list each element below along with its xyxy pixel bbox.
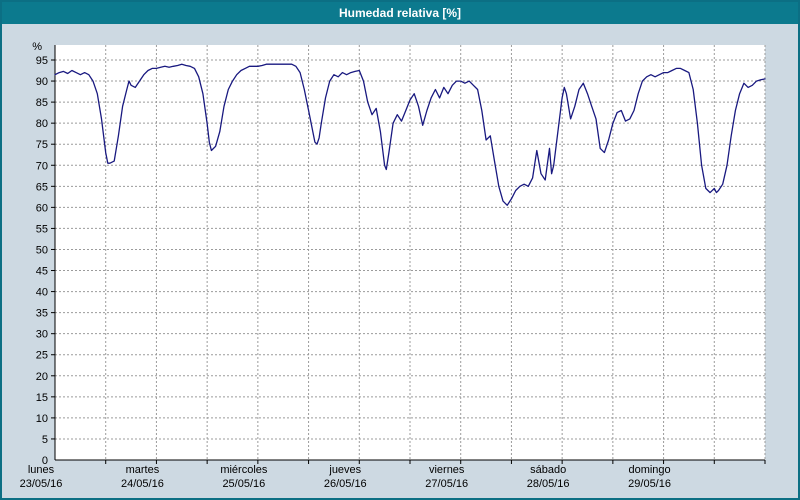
origin-label: 0 xyxy=(42,455,48,467)
y-tick-label: 10 xyxy=(36,413,48,425)
humidity-series-line xyxy=(54,63,766,206)
y-tick-label: 75 xyxy=(36,139,48,151)
chart-titlebar: Humedad relativa [%] xyxy=(2,2,798,24)
y-tick-label: 40 xyxy=(36,287,48,299)
x-day-label: viernes xyxy=(429,464,465,476)
y-tick-label: 30 xyxy=(36,329,48,341)
y-tick-label: 70 xyxy=(36,160,48,172)
x-day-label: domingo xyxy=(628,464,670,476)
y-tick-label: 15 xyxy=(36,392,48,404)
x-date-label: 29/05/16 xyxy=(628,478,671,490)
chart-title: Humedad relativa [%] xyxy=(338,6,462,20)
x-date-label: 24/05/16 xyxy=(121,478,164,490)
y-tick-label: 20 xyxy=(36,371,48,383)
y-tick-label: 90 xyxy=(36,76,48,88)
x-date-label: 28/05/16 xyxy=(527,478,570,490)
y-axis-unit-label: % xyxy=(32,41,42,53)
y-tick-label: 55 xyxy=(36,223,48,235)
chart-area: 5 10 15 20 25 30 35 40 45 50 55 60 65 70 75 80 85 90 95% 0 l… xyxy=(2,24,798,498)
y-tick-label: 25 xyxy=(36,350,48,362)
y-tick-label: 5 xyxy=(42,434,48,446)
y-tick-label: 60 xyxy=(36,202,48,214)
y-tick-label: 95 xyxy=(36,55,48,67)
y-tick-label: 45 xyxy=(36,266,48,278)
x-day-label: jueves xyxy=(328,464,361,476)
y-tick-label: 85 xyxy=(36,97,48,109)
x-day-label: miércoles xyxy=(220,464,268,476)
x-date-label: 26/05/16 xyxy=(324,478,367,490)
y-tick-label: 35 xyxy=(36,308,48,320)
x-day-label: lunes xyxy=(28,464,55,476)
x-date-label: 23/05/16 xyxy=(20,478,63,490)
x-date-label: 27/05/16 xyxy=(425,478,468,490)
y-tick-label: 65 xyxy=(36,181,48,193)
x-day-label: martes xyxy=(126,464,160,476)
x-date-label: 25/05/16 xyxy=(222,478,265,490)
x-day-label: sábado xyxy=(530,464,566,476)
y-tick-label: 50 xyxy=(36,244,48,256)
y-tick-label: 80 xyxy=(36,118,48,130)
humidity-line-chart: 5 10 15 20 25 30 35 40 45 50 55 60 65 70 75 80 85 90 95% 0l… xyxy=(20,41,766,490)
